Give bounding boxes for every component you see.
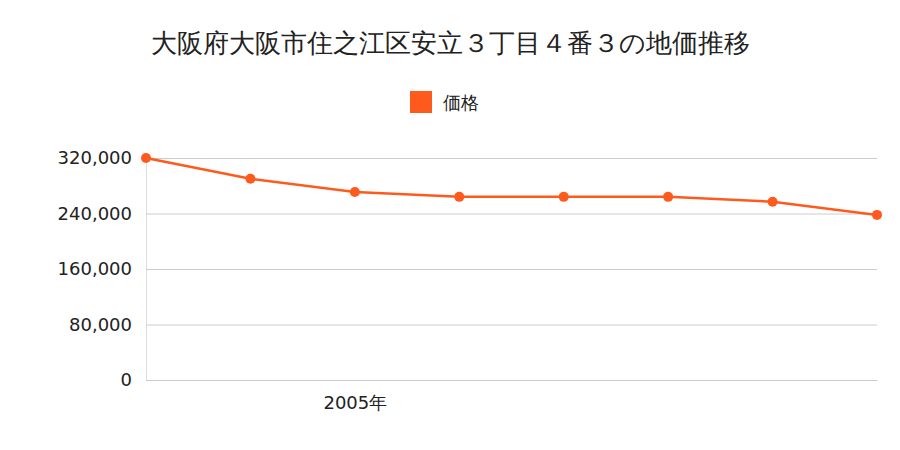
data-point bbox=[141, 153, 151, 163]
y-tick-label: 240,000 bbox=[58, 203, 132, 224]
legend-label: 価格 bbox=[443, 92, 479, 113]
chart-svg: 大阪府大阪市住之江区安立３丁目４番３の地価推移 0 80,000 160,000 240… bbox=[0, 0, 900, 450]
data-point bbox=[350, 187, 360, 197]
data-point bbox=[245, 174, 255, 184]
grid-line bbox=[146, 269, 877, 270]
chart-container: 大阪府大阪市住之江区安立３丁目４番３の地価推移 0 80,000 160,000 240… bbox=[0, 0, 900, 450]
title: 大阪府大阪市住之江区安立３丁目４番３の地価推移 bbox=[151, 28, 750, 58]
data-point bbox=[559, 192, 569, 202]
grid-line bbox=[146, 158, 877, 159]
y-tick: 240,000 bbox=[58, 203, 877, 224]
y-tick: 160,000 bbox=[58, 258, 877, 279]
data-point bbox=[663, 192, 673, 202]
legend: 価格 bbox=[410, 91, 479, 113]
y-tick-label: 0 bbox=[121, 369, 132, 390]
y-tick: 80,000 bbox=[69, 314, 877, 335]
grid-line bbox=[146, 325, 877, 326]
grid-line bbox=[146, 214, 877, 215]
legend-swatch bbox=[410, 91, 432, 113]
series-line bbox=[146, 158, 877, 215]
x-axis: 2005年 bbox=[147, 380, 878, 413]
grid-line bbox=[146, 380, 877, 381]
y-axis: 0 80,000 160,000 240,000 320,000 bbox=[58, 147, 877, 390]
x-tick: 2005年 bbox=[323, 380, 387, 413]
data-point bbox=[872, 210, 882, 220]
y-tick: 0 bbox=[121, 369, 877, 390]
data-point bbox=[454, 192, 464, 202]
y-tick-label: 320,000 bbox=[58, 147, 132, 168]
x-axis-line bbox=[147, 380, 878, 381]
y-tick-label: 160,000 bbox=[58, 258, 132, 279]
plot-area bbox=[141, 153, 882, 220]
y-tick-label: 80,000 bbox=[69, 314, 132, 335]
x-tick-label: 2005年 bbox=[323, 392, 387, 413]
data-point bbox=[768, 197, 778, 207]
